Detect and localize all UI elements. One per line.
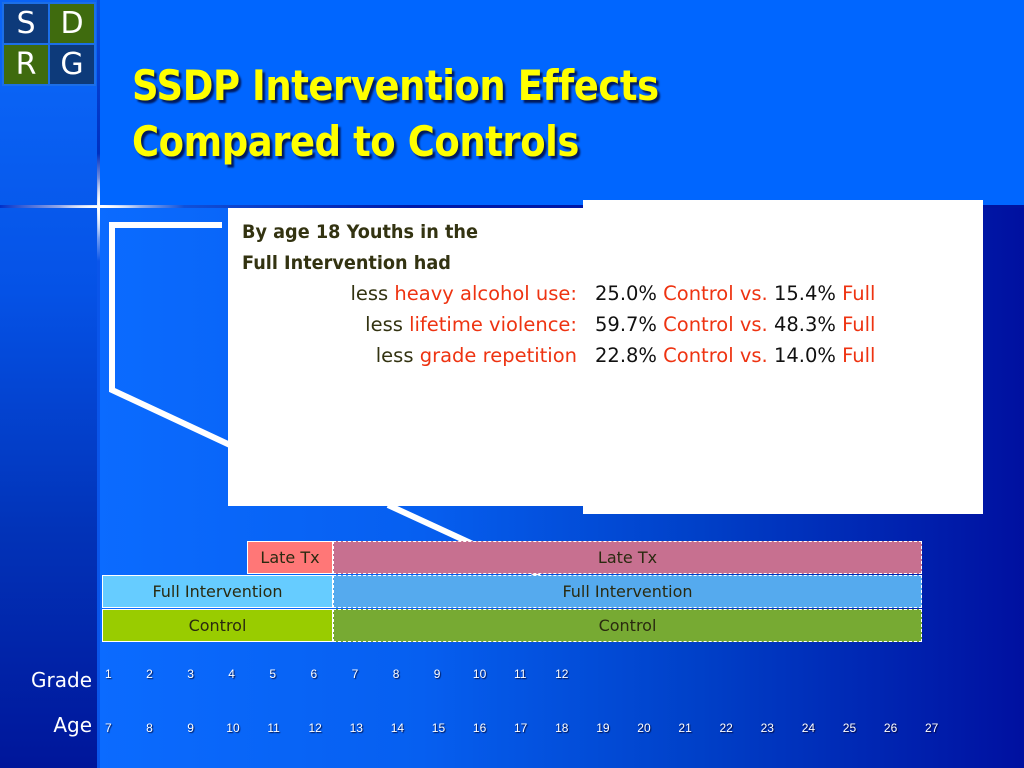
control-early-bar: Control bbox=[102, 609, 333, 642]
bar-label: Control bbox=[598, 616, 657, 635]
control-later-bar: Control bbox=[333, 609, 922, 642]
age-tick: 26 bbox=[883, 721, 898, 735]
slide-title: SSDP Intervention Effects Compared to Co… bbox=[132, 58, 801, 170]
bar-label: Late Tx bbox=[597, 548, 658, 567]
control-label: Control vs. bbox=[663, 282, 768, 305]
logo-letter-g: G bbox=[50, 45, 94, 84]
grade-tick: 1 bbox=[105, 667, 112, 681]
age-tick: 23 bbox=[760, 721, 774, 735]
bar-label: Control bbox=[188, 616, 247, 635]
full-value: 14.0% bbox=[773, 344, 836, 367]
sdrg-logo: S D R G bbox=[2, 2, 96, 86]
control-label: Control vs. bbox=[663, 313, 768, 336]
grade-tick: 8 bbox=[392, 667, 400, 681]
vertical-divider bbox=[97, 0, 100, 768]
outcome-values-alcohol: 25.0% Control vs. 15.4% Full bbox=[595, 278, 975, 309]
control-value: 25.0% bbox=[595, 282, 657, 305]
full-intervention-early-bar: Full Intervention bbox=[102, 575, 333, 608]
logo-letter-r: R bbox=[4, 45, 48, 84]
outcome-label-alcohol: less heavy alcohol use: bbox=[230, 278, 577, 309]
age-tick: 11 bbox=[267, 721, 280, 735]
late-tx-early-bar: Late Tx bbox=[247, 541, 333, 574]
full-label: Full bbox=[842, 282, 876, 305]
age-axis-title: Age bbox=[53, 713, 92, 737]
age-tick: 25 bbox=[842, 721, 857, 735]
age-tick: 8 bbox=[146, 721, 153, 735]
age-tick: 24 bbox=[801, 721, 816, 735]
title-line-1: SSDP Intervention Effects bbox=[132, 61, 659, 110]
grade-tick: 5 bbox=[269, 667, 277, 681]
full-value: 15.4% bbox=[773, 282, 836, 305]
background-left-strip bbox=[0, 88, 98, 768]
grade-tick: 7 bbox=[351, 667, 359, 681]
grade-tick: 11 bbox=[514, 667, 527, 681]
outcomes-box bbox=[228, 208, 584, 506]
grade-tick: 4 bbox=[228, 667, 235, 681]
full-label: Full bbox=[842, 313, 876, 336]
age-tick: 18 bbox=[555, 721, 569, 735]
logo-letter-d: D bbox=[50, 4, 94, 43]
age-tick: 10 bbox=[226, 721, 240, 735]
sparkle-horizontal bbox=[60, 206, 140, 208]
callout-intro: By age 18 Youths in the Full Interventio… bbox=[242, 217, 558, 279]
outcome-label: heavy alcohol use: bbox=[394, 282, 577, 305]
bar-label: Late Tx bbox=[260, 548, 320, 567]
outcome-prefix: less bbox=[350, 282, 389, 305]
outcome-label-violence: less lifetime violence: bbox=[230, 309, 577, 340]
age-tick: 15 bbox=[431, 721, 446, 735]
bar-label: Full Intervention bbox=[152, 582, 283, 601]
outcome-values-violence: 59.7% Control vs. 48.3% Full bbox=[595, 309, 975, 340]
full-label: Full bbox=[842, 344, 876, 367]
late-tx-later-bar: Late Tx bbox=[333, 541, 922, 574]
control-value: 59.7% bbox=[595, 313, 657, 336]
grade-tick: 6 bbox=[310, 667, 318, 681]
outcome-label: lifetime violence: bbox=[409, 313, 577, 336]
age-tick: 16 bbox=[472, 721, 487, 735]
full-intervention-later-bar: Full Intervention bbox=[333, 575, 922, 608]
intro-line-2: Full Intervention had bbox=[242, 252, 451, 274]
logo-letter-s: S bbox=[4, 4, 48, 43]
age-tick: 22 bbox=[719, 721, 733, 735]
grade-tick: 2 bbox=[146, 667, 153, 681]
age-tick: 9 bbox=[187, 721, 194, 735]
age-tick: 19 bbox=[596, 721, 610, 735]
outcome-prefix: less bbox=[365, 313, 403, 336]
age-tick: 13 bbox=[349, 721, 363, 735]
outcome-prefix: less bbox=[375, 344, 414, 367]
age-tick: 20 bbox=[637, 721, 651, 735]
grade-tick: 10 bbox=[472, 667, 487, 681]
grade-axis-title: Grade bbox=[31, 668, 92, 692]
grade-tick: 12 bbox=[555, 667, 569, 681]
sparkle-vertical bbox=[98, 178, 100, 238]
callout-bracket-line bbox=[109, 222, 232, 448]
outcome-label: grade repetition bbox=[419, 344, 577, 367]
full-value: 48.3% bbox=[773, 313, 836, 336]
age-tick: 27 bbox=[925, 721, 939, 735]
grade-tick: 3 bbox=[187, 667, 194, 681]
age-tick: 14 bbox=[390, 721, 405, 735]
outcome-values-grade-repetition: 22.8% Control vs. 14.0% Full bbox=[595, 340, 975, 371]
control-value: 22.8% bbox=[595, 344, 657, 367]
background-header bbox=[98, 0, 1024, 208]
results-box bbox=[583, 200, 983, 514]
control-label: Control vs. bbox=[663, 344, 768, 367]
age-tick: 7 bbox=[105, 721, 112, 735]
age-tick: 17 bbox=[514, 721, 528, 735]
outcome-label-grade-repetition: less grade repetition bbox=[230, 340, 577, 371]
intro-line-1: By age 18 Youths in the bbox=[242, 221, 478, 243]
age-tick: 21 bbox=[678, 721, 692, 735]
outcome-values: 25.0% Control vs. 15.4% Full 59.7% Contr… bbox=[595, 278, 975, 371]
grade-tick: 9 bbox=[433, 667, 441, 681]
outcome-labels: less heavy alcohol use: less lifetime vi… bbox=[230, 278, 577, 371]
horizontal-divider bbox=[0, 205, 1024, 208]
bar-label: Full Intervention bbox=[562, 582, 693, 601]
age-tick: 12 bbox=[308, 721, 322, 735]
title-line-2: Compared to Controls bbox=[132, 117, 579, 166]
